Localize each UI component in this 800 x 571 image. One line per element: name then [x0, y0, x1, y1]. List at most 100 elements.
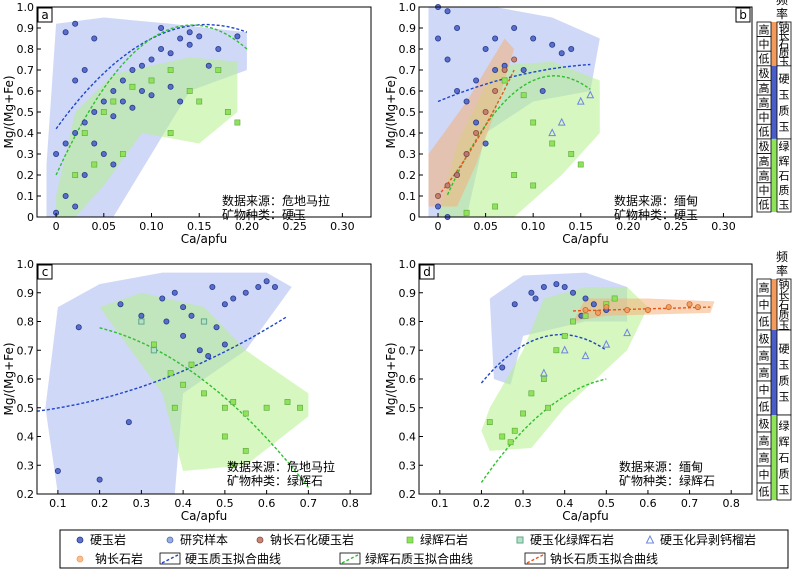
data-point	[196, 347, 203, 354]
data-point	[603, 304, 610, 311]
scale-group-label: 质	[779, 375, 790, 388]
data-point	[171, 289, 178, 296]
data-point	[528, 390, 535, 397]
data-point	[180, 332, 187, 339]
y-tick-label: 0.4	[17, 431, 35, 444]
data-point	[91, 161, 98, 168]
y-tick-label: 0.8	[17, 316, 35, 329]
data-point	[499, 364, 506, 371]
scale-title: 频	[776, 0, 788, 7]
data-point	[196, 98, 203, 105]
data-point	[72, 172, 79, 178]
scale-level-label: 高	[759, 451, 770, 465]
legend-marker	[76, 555, 84, 563]
fit-curve	[480, 333, 607, 384]
data-point	[186, 41, 193, 48]
scale-level-label: 低	[759, 53, 770, 66]
data-point	[129, 104, 136, 111]
data-point	[138, 88, 145, 95]
panel-a: 0 0.05 0.10 0.15 0.20 0.25 0.30 0 0.1 0.2 0.3 0.4 0.…	[2, 1, 372, 246]
data-point	[100, 98, 107, 105]
y-tick-label: 1.0	[399, 1, 417, 14]
data-point	[62, 140, 69, 147]
y-tick-label: 0.7	[17, 344, 35, 357]
data-point	[62, 29, 69, 36]
data-point	[75, 324, 82, 331]
data-point	[463, 98, 470, 105]
y-tick-label: 1.0	[17, 258, 35, 271]
x-tick-label: 0.4	[174, 497, 192, 510]
density-region-green	[481, 287, 648, 451]
panel-label: a	[41, 8, 48, 22]
y-tick-label: 0.5	[17, 402, 35, 415]
legend-marker	[76, 536, 84, 544]
data-point	[520, 92, 527, 99]
data-point	[125, 419, 132, 426]
x-tick-label: 0.7	[681, 497, 699, 510]
x-tick-label: 0.25	[282, 220, 307, 233]
data-point	[499, 433, 506, 440]
data-point	[230, 462, 237, 469]
scale-level-label: 低	[759, 486, 770, 499]
data-point	[539, 88, 546, 95]
legend-label: 硬玉化异剥钙榴岩	[660, 532, 756, 547]
density-region-orange	[428, 38, 515, 207]
data-point	[558, 50, 565, 57]
fit-curve	[55, 24, 248, 176]
x-tick-label: 0.10	[139, 220, 164, 233]
data-point	[62, 192, 69, 199]
data-point	[492, 35, 499, 42]
annotation-source: 数据来源：缅甸	[619, 459, 703, 474]
data-point	[284, 399, 291, 405]
scale-group-cell	[776, 138, 792, 213]
data-point	[549, 41, 556, 48]
x-tick-label: 0.15	[568, 220, 593, 233]
scale-level-label: 中	[759, 38, 770, 51]
scale-level-label: 高	[759, 349, 770, 363]
y-axis-label: Mg/(Mg+Fe)	[384, 342, 398, 415]
x-axis-label: Ca/apfu	[181, 509, 228, 523]
data-point	[159, 295, 166, 302]
x-tick-label: 0.25	[664, 220, 689, 233]
data-point	[110, 113, 117, 120]
data-point	[72, 77, 79, 84]
annotation-mineral: 矿物种类：硬玉	[222, 208, 306, 222]
data-point	[148, 92, 155, 99]
data-point	[454, 24, 461, 31]
legend-label: 硬玉岩	[90, 532, 126, 547]
scale-level-cell	[756, 482, 772, 501]
data-point	[91, 140, 98, 147]
data-point	[545, 404, 551, 411]
data-point	[110, 88, 117, 95]
y-tick-label: 0.8	[17, 43, 35, 56]
x-tick-label: 0.2	[91, 497, 109, 510]
data-point	[463, 209, 470, 216]
data-point	[100, 150, 107, 157]
data-point	[119, 151, 126, 157]
panel-label: d	[423, 265, 431, 279]
legend-label: 硬玉化绿辉石岩	[530, 532, 614, 547]
y-tick-label: 0.8	[399, 43, 417, 56]
x-tick-label: 0.20	[235, 220, 260, 233]
annotation-mineral: 矿物种类：绿辉石	[227, 473, 323, 488]
y-tick-label: 0.4	[399, 431, 417, 444]
scale-group-label: 石	[779, 169, 790, 182]
x-tick-label: 0.15	[187, 220, 212, 233]
scale-level-label: 低	[759, 126, 770, 139]
x-tick-label: 0.30	[330, 220, 355, 233]
data-point	[230, 295, 237, 302]
data-point	[482, 46, 489, 53]
data-point	[213, 324, 220, 331]
scale-level-label: 中	[759, 111, 770, 124]
y-tick-label: 0.3	[399, 148, 417, 161]
annotation-source: 数据来源：缅甸	[614, 193, 698, 208]
data-point	[91, 109, 98, 116]
x-tick-label: 0.4	[556, 497, 574, 510]
data-point	[444, 182, 451, 189]
data-point	[221, 301, 228, 308]
scale-group-label: 玉	[779, 199, 790, 212]
data-point	[570, 318, 576, 325]
data-point	[532, 295, 539, 302]
